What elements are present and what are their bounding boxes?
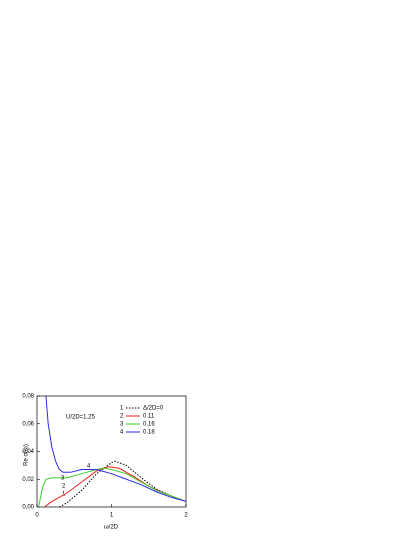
plot-frame	[36, 395, 187, 508]
legend-label: Δ/2D=0	[143, 406, 164, 412]
line	[45, 395, 187, 502]
legend-label: 0.11	[143, 414, 155, 420]
annotation: U/2D=1.25	[66, 415, 96, 421]
legend-number: 4	[120, 430, 124, 436]
y-tick-label: 0,02	[22, 477, 34, 483]
legend-label: 0.16	[143, 422, 155, 428]
y-tick-label: 0,00	[22, 505, 34, 511]
legend-label: 0.18	[143, 430, 155, 436]
y-tick-label: 0,04	[22, 449, 34, 455]
legend-number: 1	[120, 406, 124, 412]
y-axis-label: Re σ(ω)	[24, 444, 30, 466]
x-tick-label: 2	[184, 513, 188, 519]
line	[59, 460, 187, 508]
legend-number: 3	[120, 422, 124, 428]
line	[38, 467, 187, 508]
x-axis-label: ω/2D	[104, 525, 119, 531]
curve-label: 2	[62, 484, 66, 490]
x-tick-label: 1	[110, 513, 114, 519]
y-tick-label: 0,08	[22, 394, 34, 400]
curve-label: 3	[61, 476, 65, 482]
y-tick-label: 0,06	[22, 421, 34, 427]
x-tick-label: 0	[35, 513, 39, 519]
legend-number: 2	[120, 414, 124, 420]
curve-label: 4	[87, 464, 91, 470]
